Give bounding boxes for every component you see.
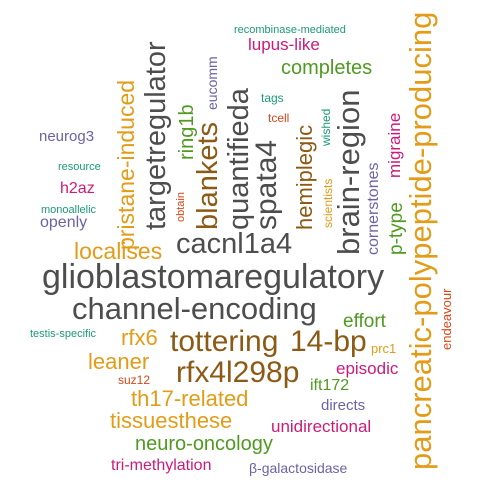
word-tri-methylation: tri-methylation xyxy=(111,457,212,474)
word-rfx6: rfx6 xyxy=(121,325,158,350)
word-monoallelic: monoallelic xyxy=(41,204,97,216)
word-cornerstones: cornerstones xyxy=(365,162,382,256)
word-neuro-oncology: neuro-oncology xyxy=(135,433,273,455)
word-recombinase-mediated: recombinase-mediated xyxy=(234,24,346,36)
word-beta-galactosidase: β-galactosidase xyxy=(249,460,348,476)
word-neurog3: neurog3 xyxy=(39,128,95,145)
word-tottering: tottering xyxy=(170,325,279,358)
word-migraine: migraine xyxy=(385,112,404,178)
word-testis-specific: testis-specific xyxy=(30,328,97,340)
word-localises: localises xyxy=(74,238,163,264)
word-resource: resource xyxy=(58,161,101,173)
word-completes: completes xyxy=(281,57,373,79)
word-openly: openly xyxy=(40,214,88,231)
word-pristane-induced: pristane-induced xyxy=(113,79,139,250)
word-unidirectional: unidirectional xyxy=(271,417,372,436)
word-h2az: h2az xyxy=(60,180,95,197)
word-leaner: leaner xyxy=(88,349,150,374)
word-tissuesthese: tissuesthese xyxy=(110,408,233,433)
word-th17-related: th17-related xyxy=(131,386,249,411)
word-directs: directs xyxy=(321,397,366,414)
word-eucomm: eucomm xyxy=(204,56,220,110)
word-blankets: blankets xyxy=(192,121,224,230)
word-endeavour: endeavour xyxy=(439,288,454,350)
word-hemiplegic: hemiplegic xyxy=(292,124,317,230)
word-tags: tags xyxy=(261,91,284,105)
word-prc1: prc1 xyxy=(371,341,397,356)
word-ift172: ift172 xyxy=(310,377,350,394)
word-glioblastomaregulatory: glioblastomaregulatory xyxy=(42,258,385,296)
word-suz12: suz12 xyxy=(118,373,151,387)
word-scientists: scientists xyxy=(321,178,335,228)
word-14-bp: 14-bp xyxy=(290,325,367,358)
word-obtain: obtain xyxy=(175,192,187,222)
word-episodic: episodic xyxy=(336,359,399,378)
word-lupus-like: lupus-like xyxy=(248,35,320,54)
word-effort: effort xyxy=(343,311,386,332)
word-rfx4l298p: rfx4l298p xyxy=(176,356,300,389)
word-pancreatic-polypeptide-producing: pancreatic-polypeptide-producing xyxy=(403,11,438,470)
word-wished: wished xyxy=(319,108,333,146)
word-targetregulator: targetregulator xyxy=(140,41,172,230)
word-brain-region: brain-region xyxy=(331,89,366,255)
word-channel-encoding: channel-encoding xyxy=(72,291,317,326)
word-spata4: spata4 xyxy=(250,139,283,230)
word-cacnl1a4: cacnl1a4 xyxy=(176,228,293,260)
word-tcell: tcell xyxy=(268,111,290,125)
